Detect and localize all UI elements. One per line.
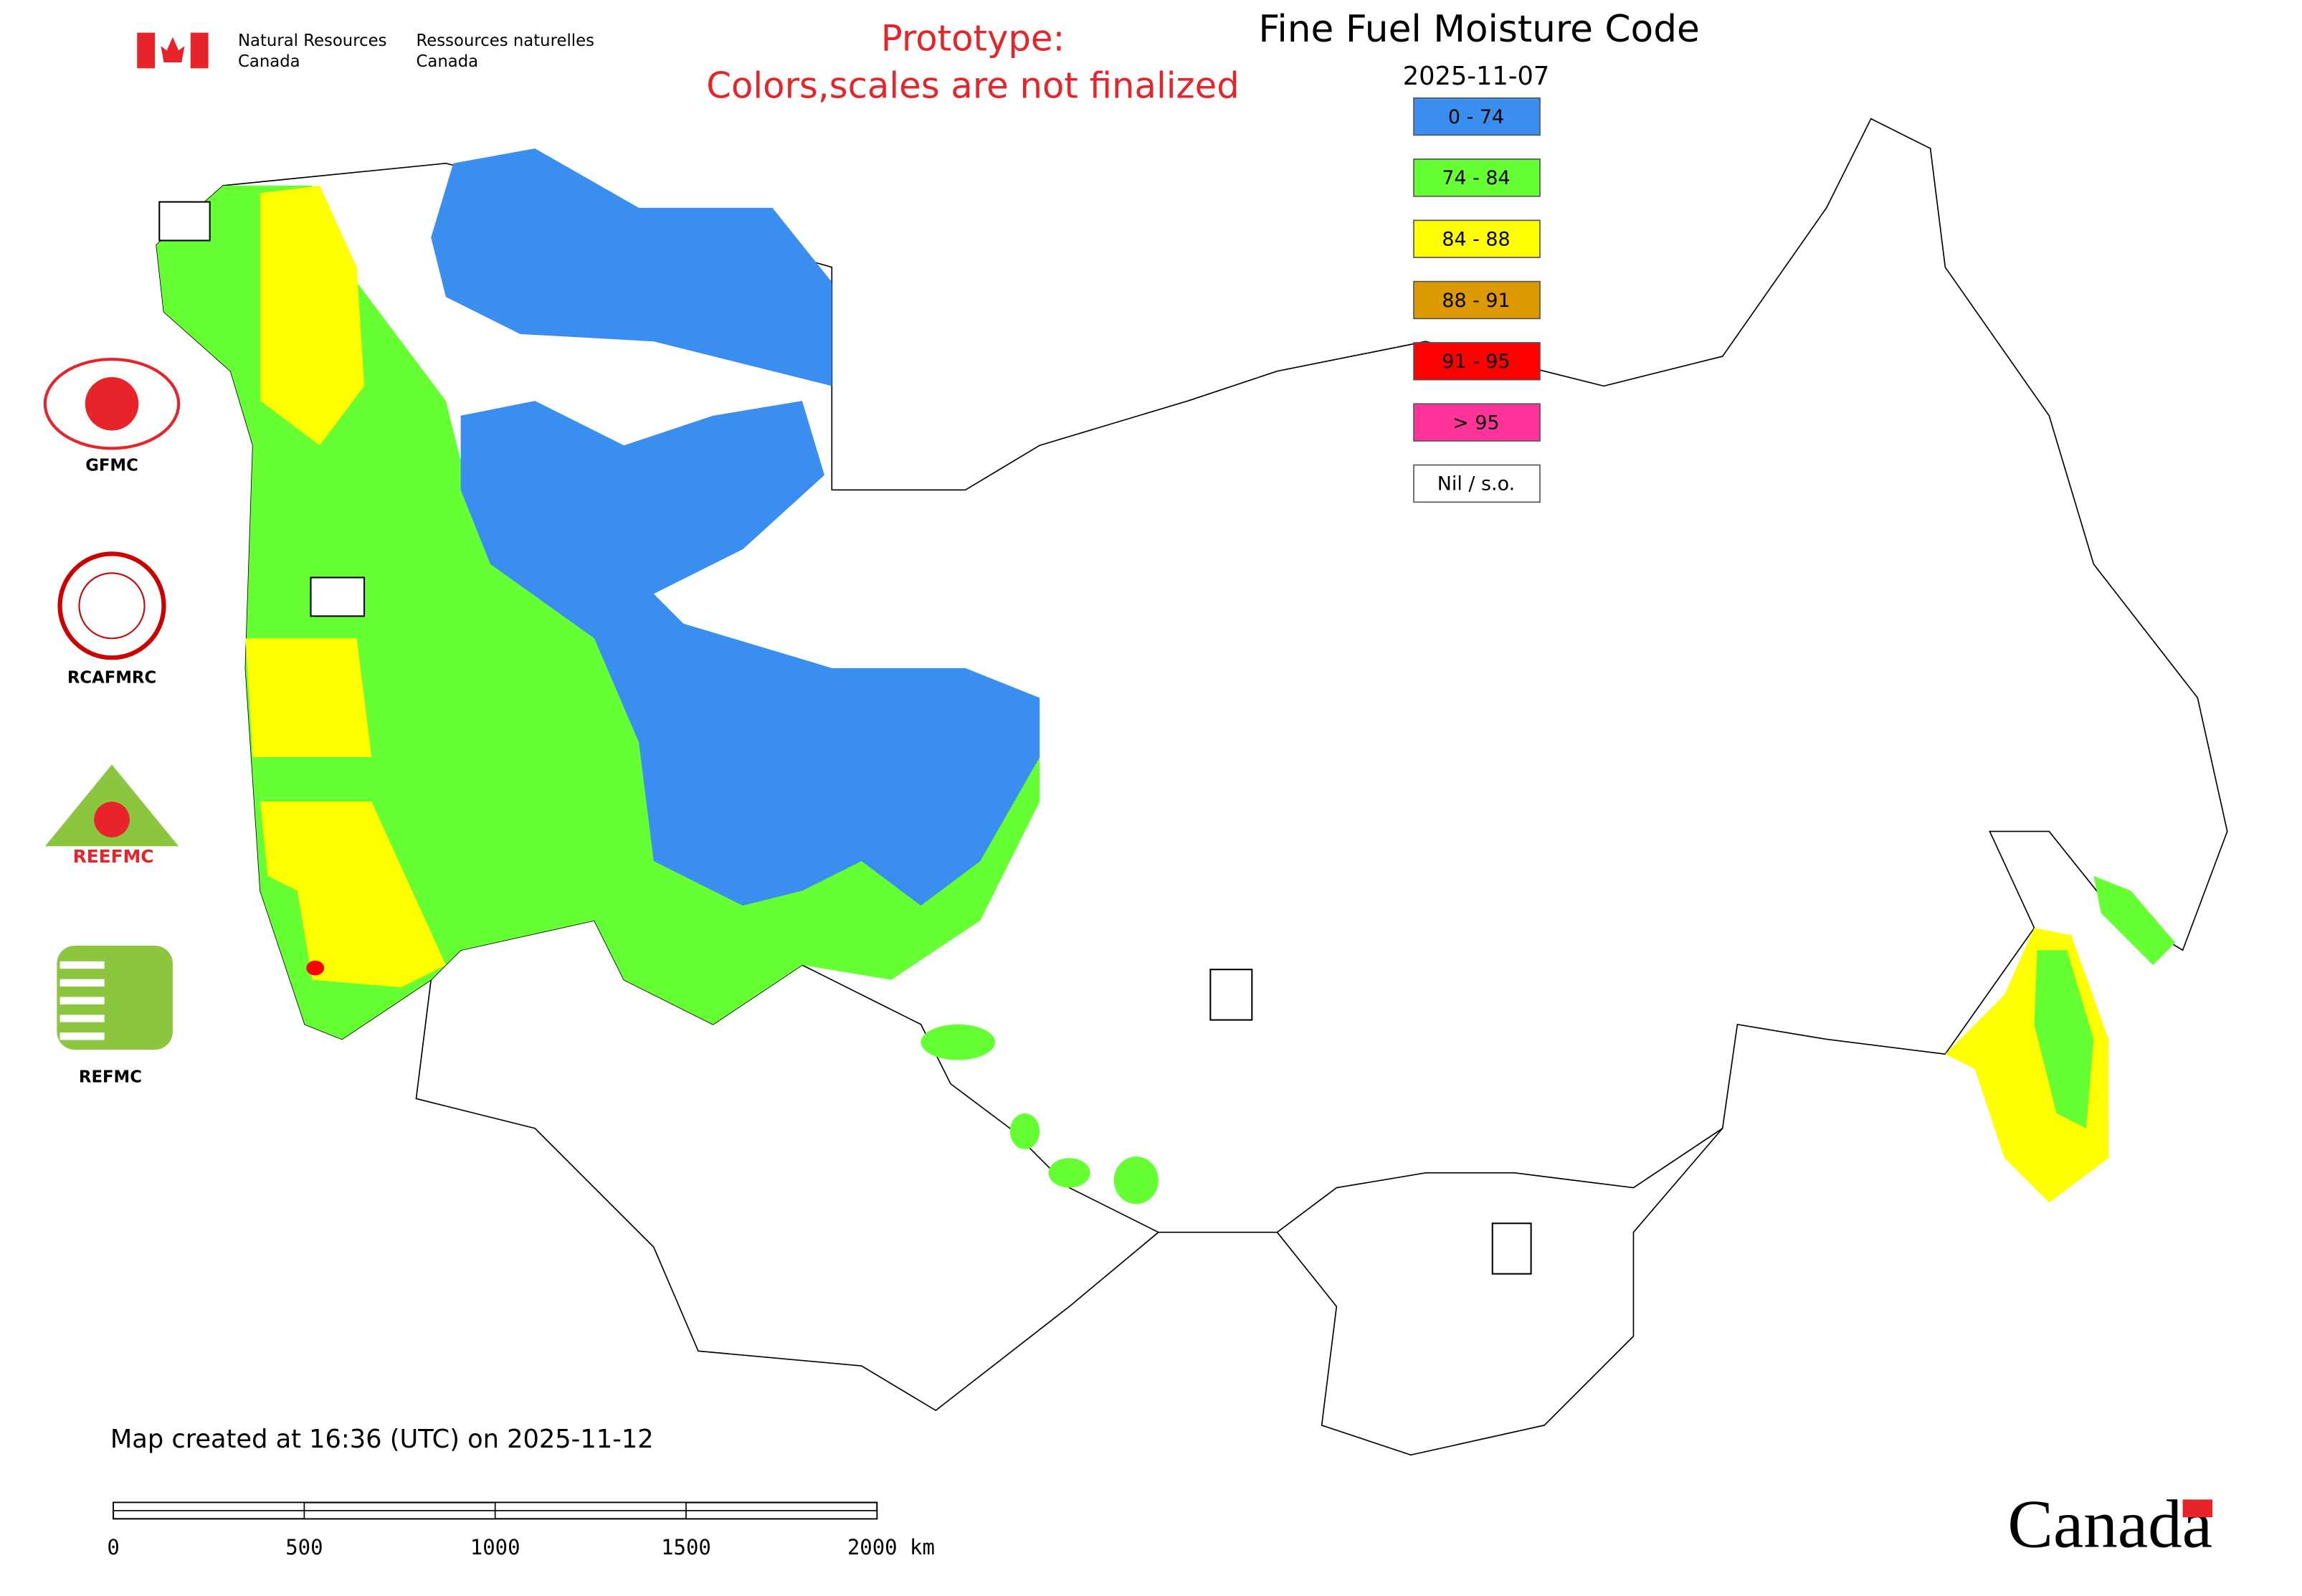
flag-leaf <box>161 37 185 62</box>
legend-swatch <box>1413 158 1541 197</box>
scale-label: 2000 km <box>847 1535 935 1559</box>
scale-label: 500 <box>285 1535 323 1559</box>
org-en: Natural Resources <box>238 32 386 50</box>
flag-left <box>137 32 156 69</box>
scale-segment <box>494 1501 687 1511</box>
legend-swatch <box>1413 464 1541 503</box>
legend-label: 0 - 74 <box>1448 106 1504 128</box>
map-logo <box>1209 969 1253 1021</box>
logo-gfmc: GFMC <box>43 358 181 475</box>
scale-segment <box>685 1510 878 1520</box>
scale-label: 1500 <box>661 1535 711 1559</box>
org-fr: Ressources naturelles <box>417 32 594 50</box>
logo-label: RCAFMRC <box>67 669 156 688</box>
legend-label: 84 - 88 <box>1442 228 1510 250</box>
legend: 0 - 74 74 - 84 84 - 88 88 - 91 91 - 95 > 95 Ni… <box>1413 97 1541 503</box>
map-logo <box>1491 1222 1532 1275</box>
legend-label: 74 - 84 <box>1442 167 1510 189</box>
zone-green <box>1113 1156 1159 1205</box>
zone-yellow <box>260 802 446 988</box>
logo-refmc: REFMC <box>57 946 173 1087</box>
notice: Colors,scales are not finalized <box>706 65 1239 107</box>
logo-label: REFMC <box>79 1068 142 1087</box>
zone-green <box>1048 1158 1090 1188</box>
flag-right <box>190 32 209 69</box>
legend-swatch <box>1413 219 1541 258</box>
zone-red <box>306 960 325 976</box>
scale-label: 1000 <box>470 1535 520 1559</box>
legend-swatch <box>1413 342 1541 381</box>
wordmark-flag <box>2182 1499 2213 1518</box>
legend-swatch <box>1413 280 1541 320</box>
border-kazakhstan-mongolia <box>415 979 1723 1456</box>
map-logo <box>158 201 211 242</box>
notice: Prototype: <box>881 17 1065 59</box>
legend-label: 88 - 91 <box>1442 290 1510 312</box>
wordmark: Canada <box>2007 1486 2212 1562</box>
logo-label: REEFMC <box>73 846 154 867</box>
legend-label: > 95 <box>1452 412 1499 434</box>
scale-bar: 0 500 1000 1500 2000 km <box>107 1501 935 1559</box>
org-fr: Canada <box>417 52 479 71</box>
map-logo <box>310 576 366 617</box>
legend-swatch <box>1413 97 1541 136</box>
logo-rcafmrc: RCAFMRC <box>57 551 166 688</box>
scale-segment <box>303 1510 496 1520</box>
legend-label: 91 - 95 <box>1442 351 1510 373</box>
scale-segment <box>113 1501 305 1511</box>
legend-swatch <box>1413 403 1541 442</box>
logo-reefmc: REEFMC <box>44 764 179 867</box>
created-note: Map created at 16:36 (UTC) on 2025-11-12 <box>110 1425 654 1454</box>
logo-label: GFMC <box>85 456 138 475</box>
zone-green <box>921 1024 996 1060</box>
zone-green <box>2034 950 2094 1129</box>
org-en: Canada <box>238 52 300 71</box>
zone-green <box>2093 875 2176 965</box>
zone-blue <box>460 401 1040 906</box>
zone-blue <box>431 148 832 386</box>
legend-label: Nil / s.o. <box>1437 473 1515 495</box>
map-date: 2025-11-07 <box>1403 62 1550 91</box>
zone-yellow <box>245 638 372 758</box>
zone-green <box>1009 1113 1040 1149</box>
zone-yellow <box>260 185 365 446</box>
scale-label: 0 <box>107 1535 119 1559</box>
map-title: Fine Fuel Moisture Code <box>1258 8 1700 51</box>
